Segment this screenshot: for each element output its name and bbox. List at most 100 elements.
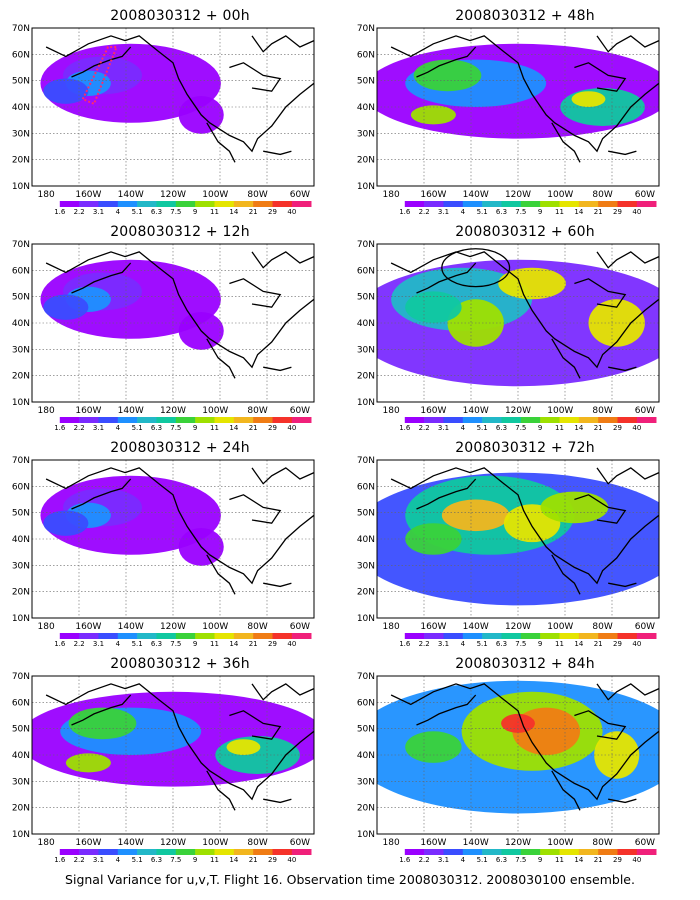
variance-contour	[43, 294, 89, 320]
lon-label: 140W	[118, 406, 144, 416]
colorbar-swatch	[272, 849, 293, 855]
map-panel-60h: 70N 60N 50N 40N 30N 20N 10N 180 160W 140W 120W 100W…	[355, 222, 695, 438]
colorbar-swatch	[424, 201, 444, 207]
colorbar-label: 29	[613, 856, 622, 864]
colorbar-swatch	[137, 417, 157, 423]
panel-title: 2008030312 + 00h	[110, 8, 250, 24]
lat-label: 40N	[12, 751, 30, 761]
colorbar-label: 7.5	[515, 424, 526, 432]
colorbar-label: 1.6	[399, 208, 411, 216]
lon-label: 60W	[635, 190, 655, 200]
lon-label: 180	[383, 622, 400, 632]
variance-contour	[560, 88, 645, 126]
colorbar-swatch	[59, 633, 80, 639]
colorbar-swatch	[540, 417, 560, 423]
colorbar-label: 40	[287, 640, 296, 648]
low-variance-area	[377, 157, 490, 186]
lon-label: 120W	[160, 190, 186, 200]
colorbar-swatch	[462, 849, 483, 855]
coastline	[251, 35, 314, 53]
map-svg: 70N 60N 50N 40N 30N 20N 10N 180 160W 140W 120W 100W…	[12, 672, 315, 864]
variance-contour	[215, 736, 300, 774]
colorbar-swatch	[598, 201, 618, 207]
colorbar-swatch	[501, 633, 522, 639]
map-frame	[376, 243, 660, 403]
lat-label: 40N	[357, 751, 375, 761]
colorbar-label: 2.2	[419, 208, 430, 216]
lon-label: 180	[38, 406, 55, 416]
lat-label: 10N	[12, 182, 30, 192]
coastline	[206, 122, 236, 163]
lon-label: 80W	[592, 190, 612, 200]
colorbar-label: 7.5	[170, 208, 181, 216]
colorbar-swatch	[175, 417, 196, 423]
colorbar-label: 7.5	[515, 640, 526, 648]
colorbar-swatch	[636, 201, 657, 207]
lat-label: 10N	[12, 830, 30, 840]
colorbar-label: 9	[193, 856, 197, 864]
colorbar-label: 4	[461, 856, 466, 864]
colorbar-label: 5.1	[132, 856, 143, 864]
lat-label: 50N	[12, 77, 30, 87]
coastline	[206, 554, 236, 595]
lat-label: 30N	[357, 345, 375, 355]
colorbar-swatch	[233, 201, 254, 207]
colorbar-label: 1.6	[54, 208, 66, 216]
colorbar-swatch	[272, 417, 293, 423]
coastline	[206, 770, 236, 811]
colorbar-label: 21	[249, 856, 258, 864]
lat-label: 70N	[12, 240, 30, 250]
colorbar-swatch	[385, 417, 406, 423]
lon-label: 140W	[463, 406, 489, 416]
colorbar-label: 5.1	[132, 208, 143, 216]
low-variance-area	[32, 589, 145, 618]
lat-label: 50N	[357, 725, 375, 735]
colorbar-label: 40	[287, 856, 296, 864]
coastline	[390, 467, 659, 585]
figure-caption: Signal Variance for u,v,T. Flight 16. Ob…	[65, 872, 635, 887]
coastline	[71, 694, 132, 726]
lon-label: 60W	[290, 190, 310, 200]
colorbar-label: 1.6	[54, 856, 66, 864]
lat-label: 20N	[12, 588, 30, 598]
low-variance-area	[32, 373, 145, 402]
colorbar-swatch	[385, 849, 406, 855]
colorbar-swatch	[233, 417, 254, 423]
colorbar-label: 29	[268, 424, 277, 432]
lon-label: 80W	[592, 622, 612, 632]
map-panel-36h: 70N 60N 50N 40N 30N 20N 10N 180 160W 140W 120W 100W…	[10, 654, 350, 870]
colorbar-label: 2.2	[74, 424, 85, 432]
colorbar-swatch	[175, 201, 196, 207]
variance-contour	[441, 499, 510, 532]
colorbar-label: 2.2	[74, 640, 85, 648]
colorbar-label: 4	[116, 208, 121, 216]
coastline	[45, 251, 314, 369]
colorbar-swatch	[195, 633, 215, 639]
map-panel-72h: 70N 60N 50N 40N 30N 20N 10N 180 160W 140W 120W 100W…	[355, 438, 695, 654]
lat-label: 40N	[12, 103, 30, 113]
colorbar-label: 11	[210, 856, 219, 864]
variance-contour	[540, 491, 609, 524]
colorbar-swatch	[482, 849, 502, 855]
colorbar-label: 1.6	[54, 424, 66, 432]
colorbar-label: 6.3	[151, 856, 162, 864]
colorbar-swatch	[253, 849, 273, 855]
colorbar-swatch	[59, 201, 80, 207]
lon-label: 140W	[118, 190, 144, 200]
colorbar-swatch	[540, 633, 560, 639]
lat-label: 70N	[357, 456, 375, 466]
lon-label: 180	[383, 406, 400, 416]
lat-label: 20N	[357, 156, 375, 166]
colorbar-label: 3.1	[438, 424, 449, 432]
colorbar-label: 6.3	[151, 424, 162, 432]
variance-contour	[501, 713, 535, 733]
colorbar-swatch	[253, 417, 273, 423]
coastline	[551, 554, 581, 595]
lat-label: 20N	[357, 588, 375, 598]
lon-label: 120W	[160, 406, 186, 416]
lon-label: 100W	[547, 406, 573, 416]
colorbar-label: 4	[461, 640, 466, 648]
map-svg: 70N 60N 50N 40N 30N 20N 10N 180 160W 140W 120W 100W…	[357, 240, 660, 432]
colorbar-label: 2.2	[419, 424, 430, 432]
colorbar-label: 29	[613, 208, 622, 216]
